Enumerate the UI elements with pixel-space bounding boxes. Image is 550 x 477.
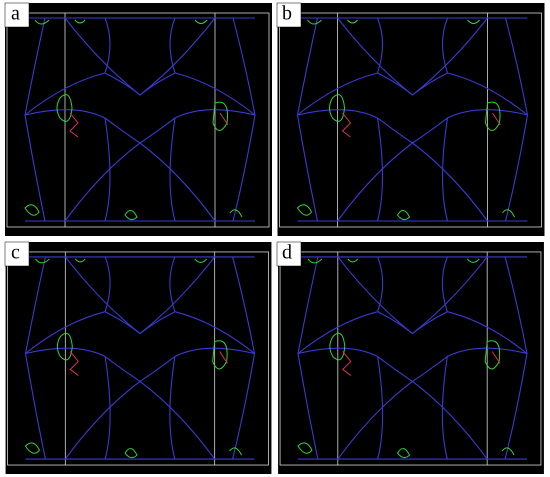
- panel-label: b: [282, 3, 292, 25]
- panel-b: b: [276, 3, 545, 236]
- panel-a: a: [4, 3, 272, 236]
- panel-c: c: [4, 242, 272, 474]
- panel-label: c: [11, 242, 20, 264]
- panel-label: a: [11, 3, 20, 25]
- panel-label: d: [282, 242, 292, 264]
- panel-d: d: [276, 242, 545, 474]
